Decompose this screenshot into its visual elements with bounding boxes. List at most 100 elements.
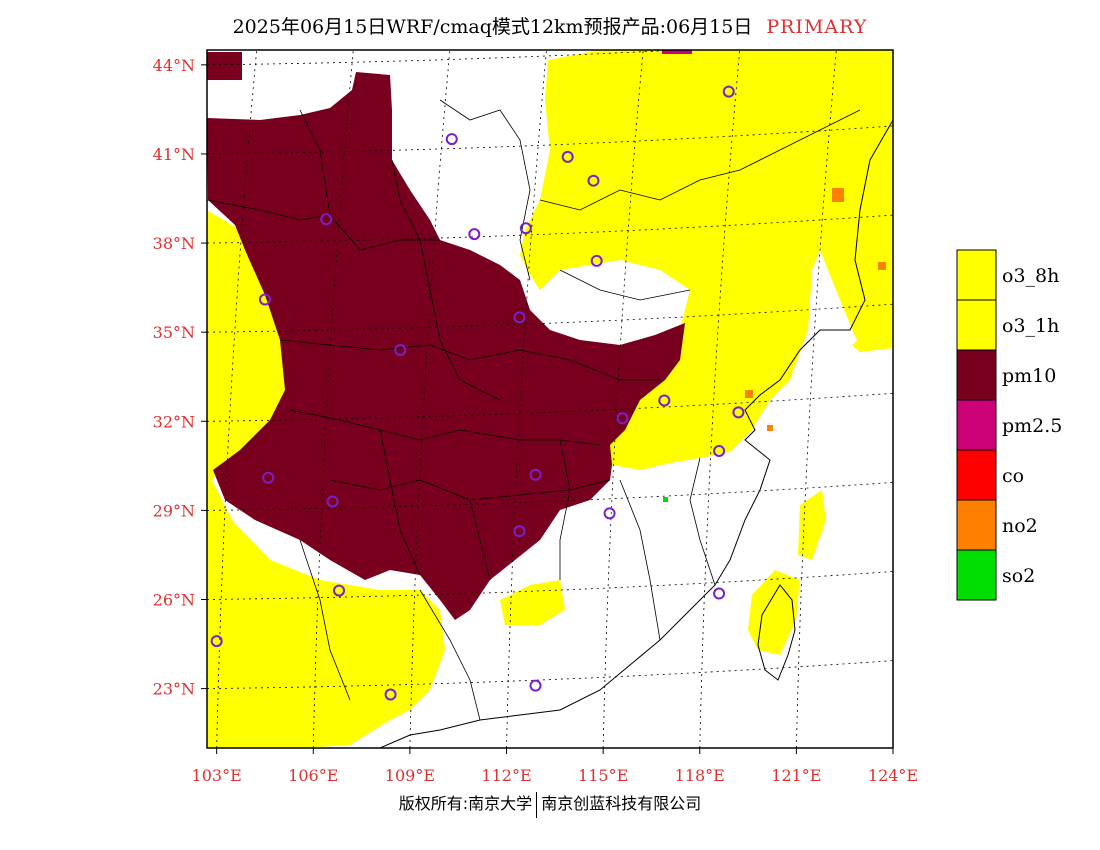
lat-labels: 44°N 41°N 38°N 35°N 32°N 29°N 26°N 23°N [153,56,195,699]
lon-label: 112°E [481,766,531,785]
graticule-lon-115 [602,50,644,748]
province-boundaries [207,99,861,721]
legend-label: o3_1h [1002,315,1059,337]
footer-copyright: 版权所有:南京大学 [398,794,533,813]
no2-hotspot-shanghai [745,390,753,398]
station-marker [333,584,346,597]
station-marker [394,343,407,356]
legend-swatch [956,249,997,301]
station-marker [519,222,532,235]
legend-swatch [956,549,997,601]
station-marker [513,525,526,538]
graticule-lon-124 [892,731,893,748]
so2-hotspot [663,497,668,502]
legend-swatch [956,299,997,351]
lat-label: 29°N [153,501,195,520]
station-marker [262,471,275,484]
footer-divider [536,791,538,818]
lon-label: 118°E [675,766,725,785]
legend-label: pm10 [1002,365,1056,387]
station-marker [713,587,726,600]
lat-label: 32°N [153,412,195,431]
o3-patch-korea [852,312,893,352]
taiwan-outline [757,584,796,681]
station-marker [713,444,726,457]
station-marker [384,688,397,701]
graticule-lon-106 [312,50,354,748]
station-markers [210,85,745,701]
station-marker [468,228,481,241]
station-marker [722,85,735,98]
legend-label: co [1002,465,1024,487]
lat-label: 35°N [153,323,195,342]
graticule-lat-32 [207,392,893,422]
o3-patch-sea [798,490,826,560]
lon-label: 103°E [192,766,242,785]
legend-swatch [956,499,997,551]
station-marker [590,254,603,267]
map-plot-area [207,50,893,748]
station-marker [513,311,526,324]
legend-label: o3_8h [1002,265,1059,287]
axis-ticks [201,64,894,754]
o3-region-southwest [207,210,445,748]
lat-label: 44°N [153,56,195,75]
no2-hotspot-korea [878,262,886,270]
lon-label: 121°E [771,766,821,785]
station-marker [445,133,458,146]
lon-label: 124°E [868,766,918,785]
graticule-lat-38 [207,214,893,244]
o3-patch-taiwan [748,570,800,655]
station-marker [529,468,542,481]
legend-label: so2 [1002,565,1035,587]
o3-patch-south-china [500,580,565,625]
station-marker [732,406,745,419]
station-marker [326,495,339,508]
station-marker [561,150,574,163]
title-tag: PRIMARY [766,16,868,38]
station-marker [210,635,223,648]
footer-company: 南京创蓝科技有限公司 [541,794,702,813]
graticule-lat-35 [207,303,893,333]
station-marker [616,412,629,425]
station-marker [320,213,333,226]
graticule-lon-103 [216,50,258,748]
pm10-region [207,72,685,620]
graticule [207,50,893,748]
lon-label: 109°E [385,766,435,785]
graticule-lat-26 [207,571,893,600]
lon-label: 106°E [288,766,338,785]
station-marker [603,507,616,520]
graticule-lon-112 [506,50,547,748]
no2-hotspot-northeast [832,188,844,202]
page-title: 2025年06月15日WRF/cmaq模式12km预报产品:06月15日 PRIM… [0,12,1100,39]
graticule-lon-109 [409,50,451,748]
o3-region-northeast [520,50,893,470]
lat-label: 23°N [153,680,195,699]
lon-label: 115°E [578,766,628,785]
title-text: 2025年06月15日WRF/cmaq模式12km预报产品:06月15日 [232,16,753,38]
graticule-lat-23 [207,660,893,689]
legend-label: no2 [1002,515,1038,537]
pm10-spot-northwest [207,52,242,80]
graticule-lat-41 [207,125,893,155]
lat-label: 26°N [153,590,195,609]
station-marker [258,293,271,306]
graticule-lat-44 [207,50,685,66]
lat-label: 38°N [153,234,195,253]
graticule-lon-121 [795,50,837,748]
coastline [379,119,893,748]
station-marker [658,394,671,407]
legend: o3_8h o3_1h pm10 pm2.5 co no2 so2 [956,249,1062,601]
no2-hotspot-south [767,425,773,431]
graticule-lat-29 [207,481,893,511]
lat-label: 41°N [153,145,195,164]
station-marker [587,174,600,187]
pm25-hotspot [662,50,692,54]
footer: 版权所有:南京大学 南京创蓝科技有限公司 [0,790,1100,818]
station-marker [529,679,542,692]
legend-swatch [956,399,997,451]
legend-label: pm2.5 [1002,415,1062,437]
